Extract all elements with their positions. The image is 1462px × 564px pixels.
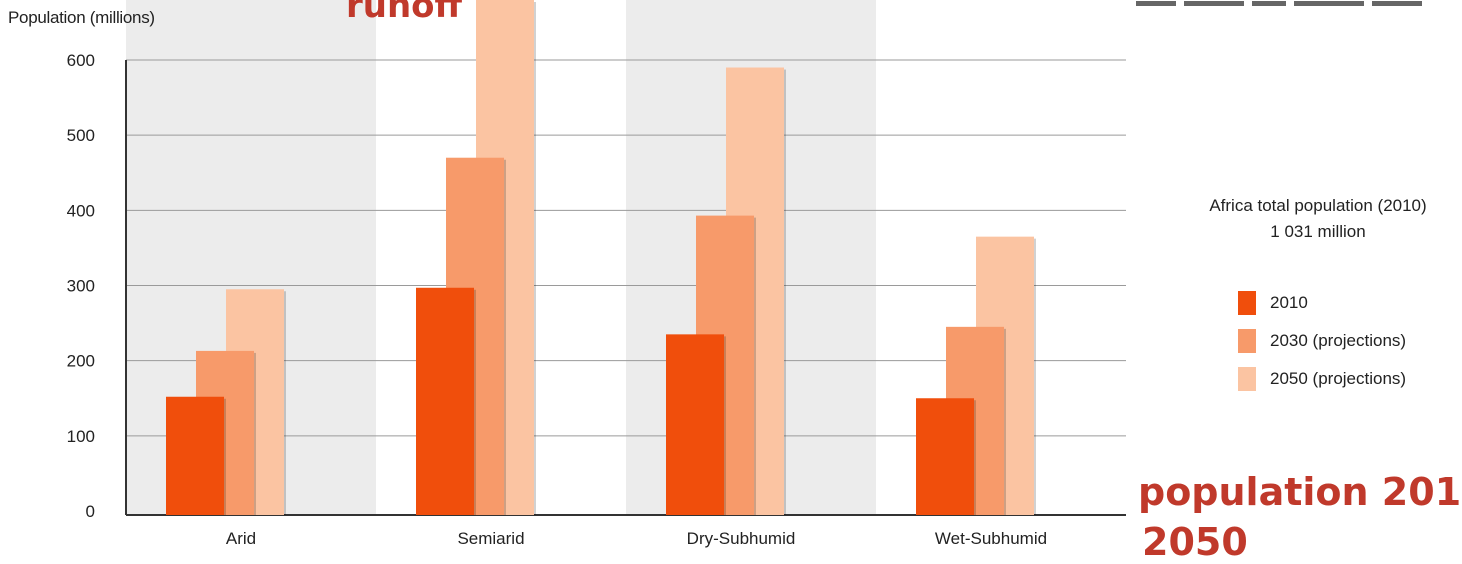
- y-tick-label: 200: [67, 352, 95, 371]
- note-line-1: Africa total population (2010): [1209, 196, 1427, 215]
- bar: [916, 398, 974, 515]
- legend: 2010 2030 (projections) 2050 (projection…: [1238, 284, 1406, 398]
- y-tick-label: 400: [67, 201, 95, 220]
- legend-label-2030: 2030 (projections): [1270, 331, 1407, 350]
- legend-swatch-2010: [1238, 291, 1256, 315]
- x-tick-label: Semiarid: [457, 529, 524, 548]
- total-population-note: Africa total population (2010) 1 031 mil…: [1168, 193, 1462, 245]
- legend-item-2010: 2010: [1238, 284, 1406, 322]
- y-tick-label: 0: [86, 502, 95, 521]
- x-tick-label: Wet-Subhumid: [935, 529, 1047, 548]
- y-tick-label: 500: [67, 126, 95, 145]
- bar: [416, 287, 474, 515]
- overlay-caption-line-2: 2050: [1142, 520, 1248, 564]
- legend-swatch-2050: [1238, 367, 1256, 391]
- legend-label-2050: 2050 (projections): [1270, 369, 1407, 388]
- y-tick-label: 600: [67, 51, 95, 70]
- overlay-title: runoff: [346, 0, 463, 26]
- x-tick-label: Dry-Subhumid: [687, 529, 796, 548]
- y-tick-label: 300: [67, 277, 95, 296]
- y-axis-label: Population (millions): [8, 8, 155, 27]
- legend-item-2050: 2050 (projections): [1238, 360, 1406, 398]
- bar: [666, 334, 724, 515]
- legend-item-2030: 2030 (projections): [1238, 322, 1406, 360]
- bar: [166, 396, 224, 515]
- x-tick-label: Arid: [226, 529, 256, 548]
- legend-swatch-2030: [1238, 329, 1256, 353]
- overlay-caption-line-1: population 201: [1138, 470, 1462, 514]
- note-line-2: 1 031 million: [1270, 222, 1366, 241]
- cropped-text-fragment: [1136, 1, 1422, 6]
- legend-label-2010: 2010: [1270, 293, 1308, 312]
- y-tick-label: 100: [67, 427, 95, 446]
